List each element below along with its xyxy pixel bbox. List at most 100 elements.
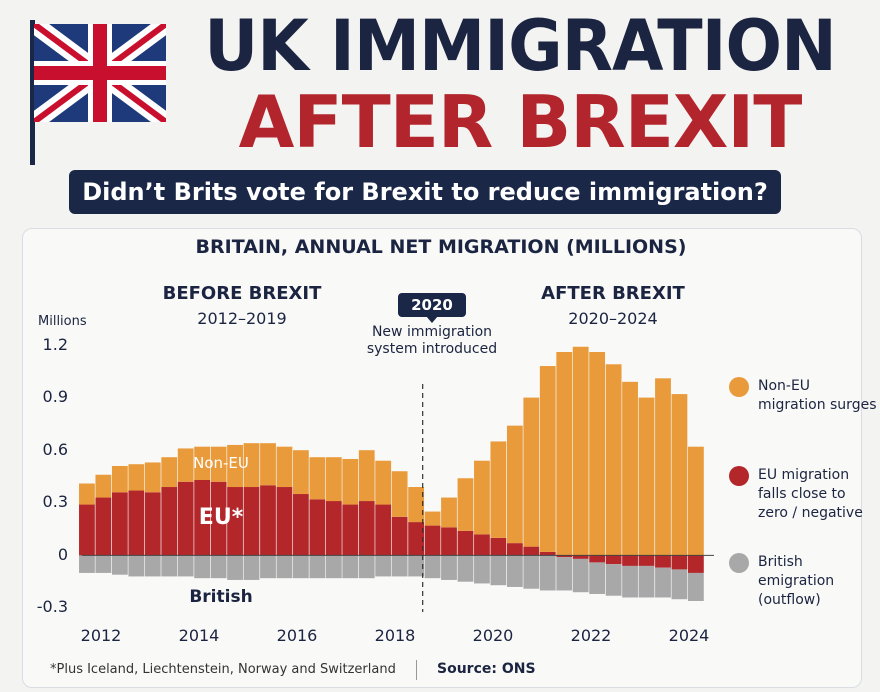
bar-non-eu bbox=[539, 366, 556, 552]
bar-eu bbox=[161, 487, 178, 556]
bar-british bbox=[523, 555, 540, 589]
bar-eu bbox=[523, 546, 540, 556]
bar-non-eu bbox=[572, 346, 589, 556]
bar-eu bbox=[605, 555, 622, 565]
bar-non-eu bbox=[424, 511, 441, 526]
bar-eu bbox=[687, 555, 704, 573]
bar-british bbox=[457, 555, 474, 582]
bar-non-eu bbox=[441, 497, 457, 528]
bar-eu bbox=[391, 516, 408, 556]
bar-non-eu bbox=[474, 460, 490, 535]
bar-british bbox=[441, 555, 457, 580]
after-brexit-years: 2020–2024 bbox=[568, 309, 658, 328]
legend-dot-british bbox=[729, 553, 749, 573]
bar-british bbox=[622, 565, 638, 598]
bar-eu bbox=[325, 501, 342, 556]
bar-eu bbox=[292, 494, 309, 556]
bar-eu bbox=[408, 522, 425, 556]
bar-british bbox=[671, 569, 688, 600]
bar-british bbox=[687, 572, 704, 601]
x-tick-label: 2024 bbox=[668, 626, 710, 645]
bar-non-eu bbox=[523, 397, 540, 547]
bar-non-eu bbox=[671, 394, 688, 556]
bar-british bbox=[309, 555, 326, 579]
bar-british bbox=[292, 555, 309, 579]
bar-non-eu bbox=[276, 446, 293, 488]
bar-non-eu bbox=[605, 364, 622, 556]
x-tick-label: 2016 bbox=[276, 626, 318, 645]
bar-non-eu bbox=[457, 478, 474, 531]
bar-british bbox=[589, 562, 606, 594]
bar-non-eu bbox=[227, 444, 243, 488]
bar-non-eu bbox=[95, 474, 112, 498]
bar-non-eu bbox=[342, 458, 359, 505]
legend-label-british: British emigration (outflow) bbox=[758, 554, 835, 608]
bar-eu bbox=[358, 501, 375, 556]
bar-non-eu bbox=[210, 446, 227, 482]
eu-inline-label: EU* bbox=[198, 505, 244, 530]
y-tick-label: -0.3 bbox=[36, 597, 68, 616]
bar-british bbox=[506, 555, 523, 587]
y-tick-label: 0.9 bbox=[42, 387, 68, 406]
bar-eu bbox=[177, 481, 194, 556]
bar-eu bbox=[539, 551, 556, 556]
bar-british bbox=[194, 555, 211, 579]
event-year-badge: 2020 bbox=[398, 293, 466, 317]
bar-eu bbox=[227, 487, 243, 556]
bar-eu bbox=[424, 525, 441, 556]
x-tick-label: 2022 bbox=[570, 626, 612, 645]
before-brexit-heading: BEFORE BREXIT bbox=[162, 283, 322, 304]
bar-british bbox=[342, 555, 359, 579]
bar-british bbox=[408, 555, 425, 577]
bar-british bbox=[95, 555, 112, 573]
bar-non-eu bbox=[589, 352, 606, 556]
bar-eu bbox=[79, 504, 95, 556]
bar-british bbox=[227, 555, 243, 580]
bar-non-eu bbox=[638, 397, 655, 556]
bar-eu bbox=[144, 492, 161, 556]
bar-british bbox=[210, 555, 227, 579]
y-tick-label: 1.2 bbox=[42, 335, 68, 354]
bar-eu bbox=[243, 487, 260, 556]
bar-british bbox=[128, 555, 145, 577]
bar-british bbox=[325, 555, 342, 579]
bar-eu bbox=[506, 543, 523, 556]
bar-non-eu bbox=[325, 457, 342, 502]
bar-eu bbox=[638, 555, 655, 566]
bar-british bbox=[375, 555, 392, 577]
bar-british bbox=[243, 555, 260, 580]
x-tick-label: 2012 bbox=[80, 626, 122, 645]
bar-non-eu bbox=[506, 425, 523, 544]
bar-eu bbox=[210, 481, 227, 556]
bar-eu bbox=[655, 555, 671, 568]
bar-british bbox=[276, 555, 293, 579]
legend-label-eu: EU migration falls close to zero / negat… bbox=[758, 467, 863, 521]
footnote: *Plus Iceland, Liechtenstein, Norway and… bbox=[50, 662, 396, 677]
bar-non-eu bbox=[358, 450, 375, 502]
bar-eu bbox=[276, 487, 293, 556]
bar-british bbox=[655, 567, 671, 598]
bar-eu bbox=[556, 555, 573, 558]
bar-british bbox=[144, 555, 161, 577]
chart-title: BRITAIN, ANNUAL NET MIGRATION (MILLIONS) bbox=[195, 236, 687, 258]
bar-eu bbox=[342, 504, 359, 556]
bar-british bbox=[177, 555, 194, 577]
bar-eu bbox=[474, 534, 490, 556]
event-annotation-text: New immigration system introduced bbox=[366, 324, 498, 357]
bar-british bbox=[260, 555, 276, 579]
x-tick-label: 2018 bbox=[374, 626, 416, 645]
legend-dot-non-eu bbox=[729, 377, 749, 397]
bar-british bbox=[539, 555, 556, 591]
bar-british bbox=[424, 555, 441, 579]
bar-non-eu bbox=[292, 450, 309, 495]
y-tick-label: 0.3 bbox=[42, 492, 68, 511]
bar-eu bbox=[128, 490, 145, 556]
page-title-line-2: AFTER BREXIT bbox=[238, 80, 803, 164]
bar-eu bbox=[95, 497, 112, 556]
bar-eu bbox=[375, 504, 392, 556]
footer-divider bbox=[416, 660, 417, 680]
bar-non-eu bbox=[260, 443, 276, 486]
bar-eu bbox=[671, 555, 688, 570]
bar-non-eu bbox=[687, 446, 704, 556]
